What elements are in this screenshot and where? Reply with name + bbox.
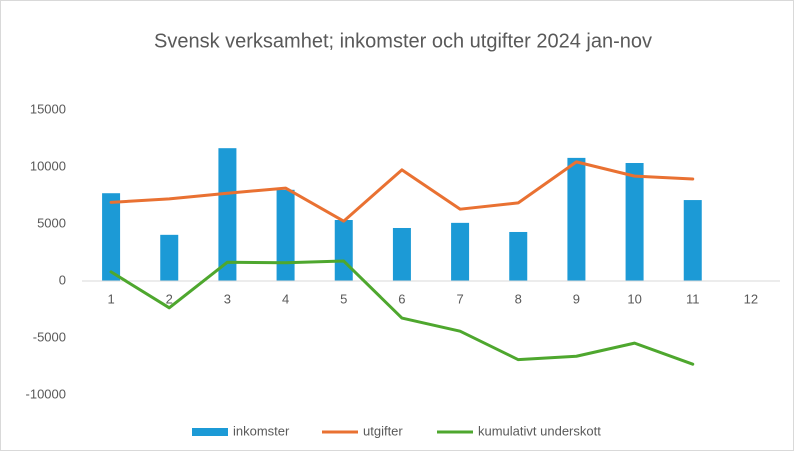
y-tick-label: 10000	[30, 158, 66, 173]
y-tick-label: -10000	[26, 386, 66, 401]
line	[109, 259, 695, 366]
x-tick-label: 5	[340, 291, 347, 306]
line	[109, 160, 695, 223]
legend-label: inkomster	[233, 423, 290, 438]
x-tick-label: 12	[744, 291, 758, 306]
bar	[334, 220, 353, 281]
bar	[218, 148, 237, 281]
x-tick-label: 1	[107, 291, 114, 306]
x-tick-label: 10	[627, 291, 641, 306]
legend-label: kumulativt underskott	[478, 423, 601, 438]
bar	[683, 200, 702, 281]
bar	[392, 227, 411, 281]
legend-swatch	[192, 428, 228, 436]
x-tick-label: 7	[456, 291, 463, 306]
legend-label: utgifter	[363, 423, 403, 438]
y-tick-label: 0	[59, 272, 66, 287]
bar	[509, 231, 528, 281]
x-tick-label: 3	[224, 291, 231, 306]
x-tick-label: 2	[166, 291, 173, 306]
y-tick-label: 5000	[37, 215, 66, 230]
bar	[567, 157, 586, 281]
bar	[451, 222, 470, 281]
chart-title: Svensk verksamhet; inkomster och utgifte…	[154, 30, 652, 52]
x-tick-label: 9	[573, 291, 580, 306]
x-tick-label: 8	[515, 291, 522, 306]
x-tick-label: 6	[398, 291, 405, 306]
x-tick-label: 11	[686, 291, 700, 306]
x-tick-label: 4	[282, 291, 289, 306]
y-tick-label: -5000	[33, 329, 66, 344]
bar	[160, 234, 179, 281]
bar	[102, 193, 121, 281]
y-tick-label: 15000	[30, 101, 66, 116]
bar	[276, 189, 295, 281]
bar	[625, 163, 644, 281]
